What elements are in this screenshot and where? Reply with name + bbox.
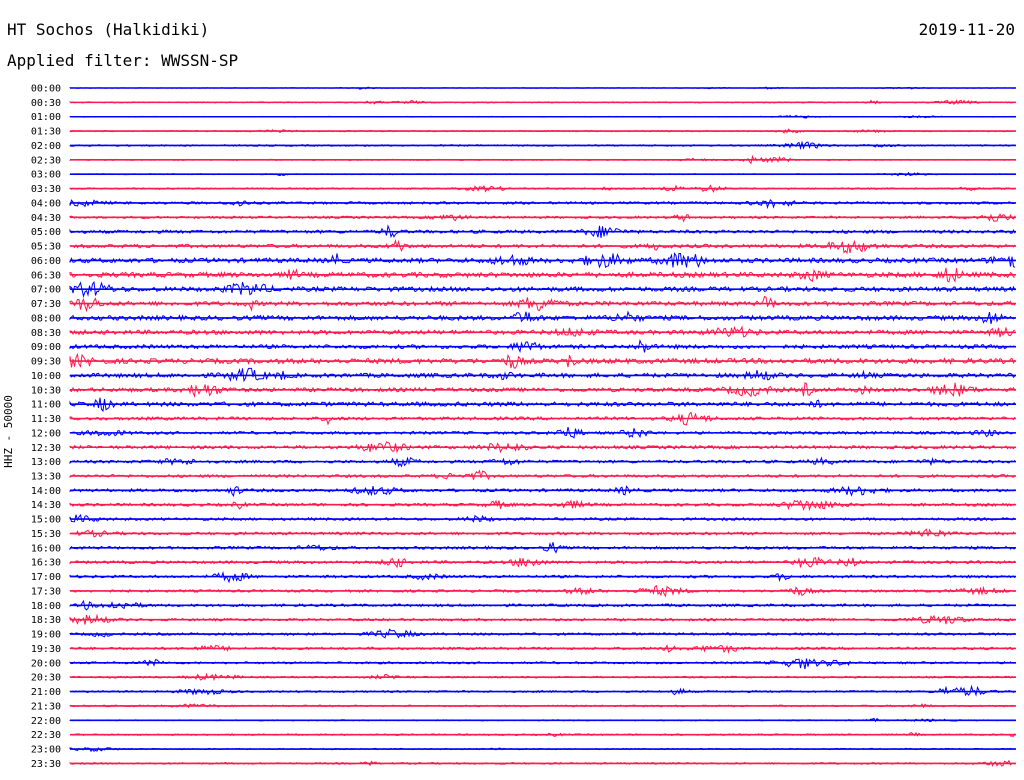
trace-line [69,513,1016,523]
row-label: 05:30 [31,242,61,253]
row-label: 18:30 [31,615,61,626]
trace-group [69,86,1016,767]
row-label: 22:30 [31,730,61,741]
row-label: 19:30 [31,644,61,655]
date-label: 2019-11-20 [918,20,1015,39]
row-label: 01:30 [31,127,61,138]
row-label: 02:00 [31,141,61,152]
row-label: 23:00 [31,745,61,756]
row-label: 16:30 [31,558,61,569]
row-label: 18:00 [31,601,61,612]
row-label: 05:00 [31,227,61,238]
row-label: 00:00 [31,84,61,95]
row-label: 15:00 [31,515,61,526]
trace-line [69,367,1016,383]
row-label: 06:30 [31,270,61,281]
trace-line [69,238,1016,255]
row-label: 20:30 [31,673,61,684]
filter-label: Applied filter: WWSSN-SP [7,51,239,70]
row-label: 14:00 [31,486,61,497]
row-label: 17:00 [31,572,61,583]
row-label: 10:30 [31,385,61,396]
row-label: 17:30 [31,586,61,597]
tick-group: 00:00 00:30 01:00 01:30 02:00 02:30 03:00 03:30… [31,84,61,770]
trace-line [69,252,1016,269]
row-label: 08:00 [31,313,61,324]
row-label: 21:30 [31,701,61,712]
row-label: 11:30 [31,414,61,425]
row-label: 04:30 [31,213,61,224]
row-label: 08:30 [31,328,61,339]
trace-line [69,658,1016,670]
row-label: 06:00 [31,256,61,267]
row-label: 03:30 [31,184,61,195]
row-label: 03:00 [31,170,61,181]
row-label: 07:30 [31,299,61,310]
row-label: 01:00 [31,112,61,123]
row-label: 09:30 [31,357,61,368]
row-label: 23:30 [31,759,61,770]
row-label: 13:30 [31,471,61,482]
row-label: 12:30 [31,443,61,454]
row-label: 02:30 [31,155,61,166]
row-label: 20:00 [31,658,61,669]
row-label: 11:00 [31,400,61,411]
row-label: 16:00 [31,543,61,554]
row-label: 09:00 [31,342,61,353]
row-label: 22:00 [31,716,61,727]
row-label: 12:00 [31,428,61,439]
row-label: 13:00 [31,457,61,468]
row-label: 10:00 [31,371,61,382]
row-label: 14:30 [31,500,61,511]
row-label: 15:30 [31,529,61,540]
row-label: 07:00 [31,285,61,296]
station-title: HT Sochos (Halkidiki) [7,20,210,39]
row-label: 04:00 [31,198,61,209]
row-label: 00:30 [31,98,61,109]
trace-line [69,338,1016,354]
row-label: 21:00 [31,687,61,698]
row-label: 19:00 [31,630,61,641]
